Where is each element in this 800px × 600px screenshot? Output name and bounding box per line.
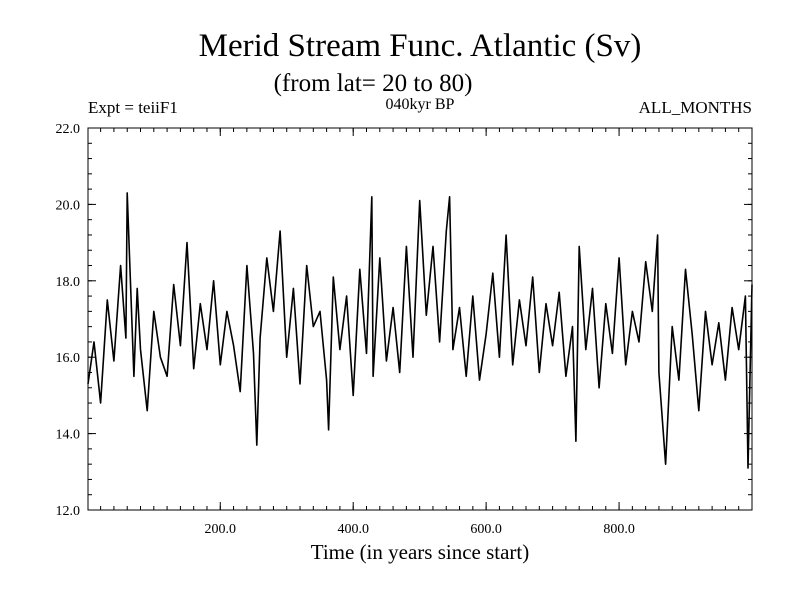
x-tick-label: 800.0 xyxy=(603,522,635,537)
series-line xyxy=(87,192,753,469)
plot-frame xyxy=(87,127,753,511)
axis-ticks xyxy=(88,127,752,511)
months-label: ALL_MONTHS xyxy=(638,98,752,117)
y-tick-label: 14.0 xyxy=(56,428,81,443)
chart-title: Merid Stream Func. Atlantic (Sv) xyxy=(198,28,642,64)
axis-tick-labels: 12.0 14.0 16.0 18.0 20.0 22.0 200.0 400.0 600.0 8… xyxy=(56,122,635,537)
y-tick-label: 12.0 xyxy=(56,504,81,519)
chart-subtitle: (from lat= 20 to 80) xyxy=(273,70,473,97)
experiment-label: Expt = teiiF1 xyxy=(88,98,178,117)
x-tick-label: 400.0 xyxy=(337,522,369,537)
y-tick-label: 18.0 xyxy=(56,275,81,290)
x-tick-label: 600.0 xyxy=(470,522,502,537)
x-tick-label: 200.0 xyxy=(205,522,237,537)
period-label: 040kyr BP xyxy=(385,96,455,113)
x-axis-label: Time (in years since start) xyxy=(310,540,530,564)
y-tick-label: 22.0 xyxy=(56,122,81,137)
y-tick-label: 16.0 xyxy=(56,351,81,366)
y-tick-label: 20.0 xyxy=(56,198,81,213)
